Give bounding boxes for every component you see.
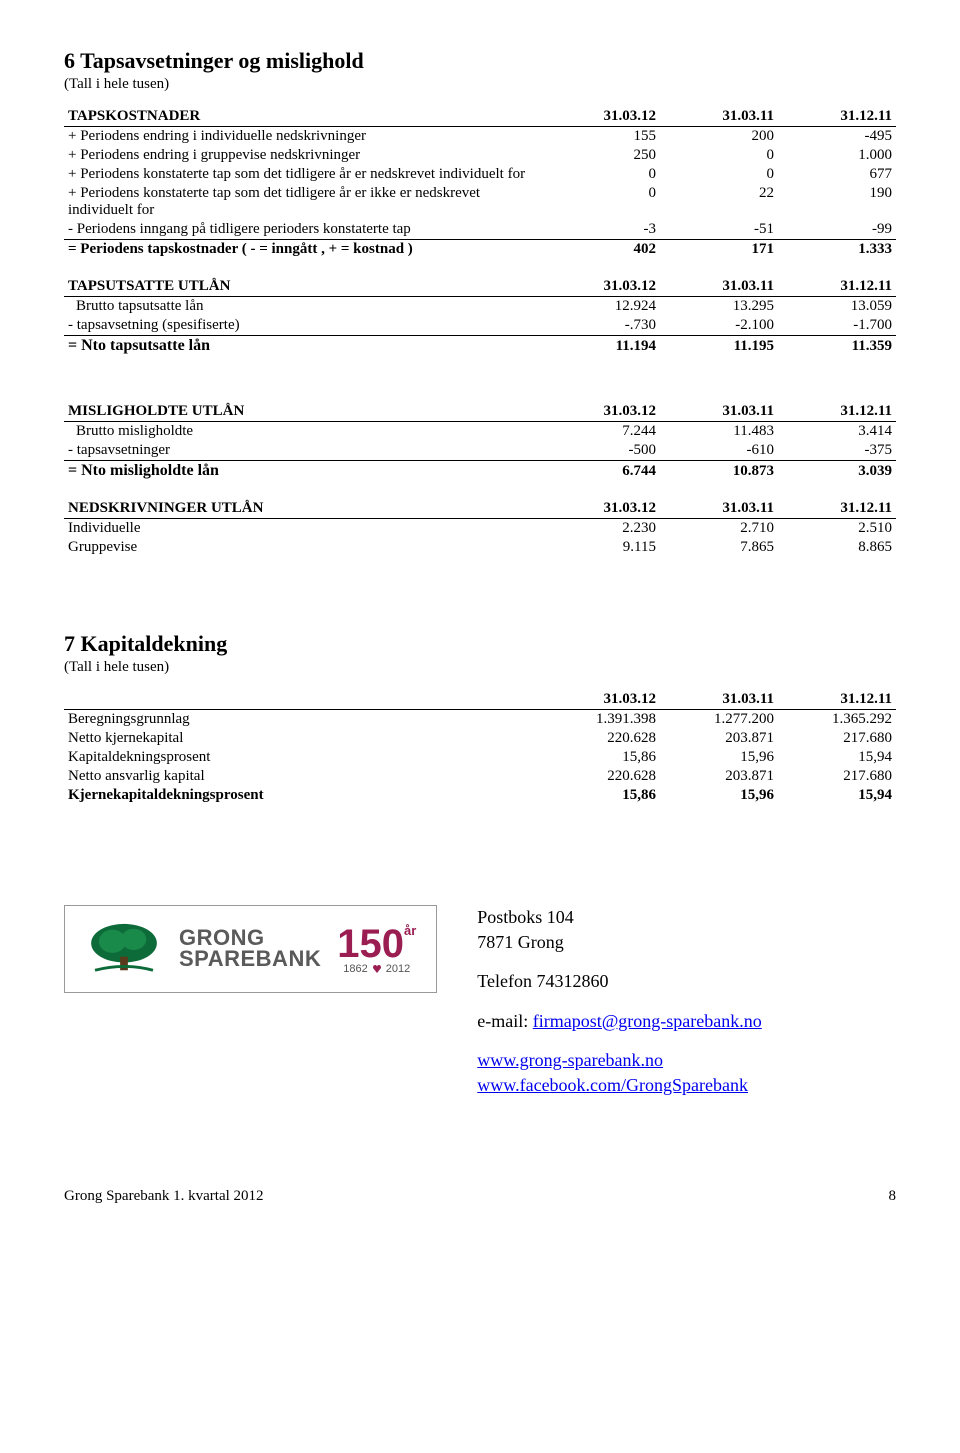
contact-block: Postboks 104 7871 Grong Telefon 74312860… — [477, 905, 762, 1098]
col-header: 31.03.12 — [542, 499, 660, 519]
col-header: NEDSKRIVNINGER UTLÅN — [64, 499, 542, 519]
col-header: 31.12.11 — [778, 499, 896, 519]
address-line: Postboks 104 — [477, 905, 762, 930]
table-row: Brutto tapsutsatte lån12.92413.29513.059 — [64, 297, 896, 317]
table-row: + Periodens endring i gruppevise nedskri… — [64, 146, 896, 165]
total-row: = Nto misligholdte lån6.74410.8733.039 — [64, 461, 896, 482]
col-header: 31.03.12 — [542, 107, 660, 127]
section-7-sub: (Tall i hele tusen) — [64, 659, 896, 676]
section-6-title: 6 Tapsavsetninger og mislighold — [64, 48, 896, 74]
heart-icon — [372, 964, 382, 974]
table-row: Netto ansvarlig kapital220.628203.871217… — [64, 767, 896, 786]
table-row: + Periodens konstaterte tap som det tidl… — [64, 184, 896, 220]
page-footer: Grong Sparebank 1. kvartal 2012 8 — [64, 1188, 896, 1205]
page-number: 8 — [889, 1188, 897, 1205]
misligholdte-table: MISLIGHOLDTE UTLÅN 31.03.12 31.03.11 31.… — [64, 402, 896, 481]
table-row: + Periodens endring i individuelle nedsk… — [64, 127, 896, 147]
col-header: TAPSUTSATTE UTLÅN — [64, 277, 542, 297]
nedskrivninger-table: NEDSKRIVNINGER UTLÅN 31.03.12 31.03.11 3… — [64, 499, 896, 557]
table-row: - tapsavsetning (spesifiserte)-.730-2.10… — [64, 316, 896, 336]
table-row: Netto kjernekapital220.628203.871217.680 — [64, 729, 896, 748]
col-header: 31.03.11 — [660, 107, 778, 127]
table-row: Gruppevise9.1157.8658.865 — [64, 538, 896, 557]
section-6-sub: (Tall i hele tusen) — [64, 76, 896, 93]
col-header: 31.03.12 — [542, 277, 660, 297]
section-7-title: 7 Kapitaldekning — [64, 631, 896, 657]
address-line: 7871 Grong — [477, 930, 762, 955]
table-row: Beregningsgrunnlag1.391.3981.277.2001.36… — [64, 710, 896, 730]
logo-text: GRONG SPAREBANK — [179, 928, 321, 970]
table-row: + Periodens konstaterte tap som det tidl… — [64, 165, 896, 184]
col-header: 31.03.11 — [660, 690, 778, 710]
col-header: MISLIGHOLDTE UTLÅN — [64, 402, 542, 422]
col-header: 31.03.11 — [660, 402, 778, 422]
col-header: 31.03.11 — [660, 277, 778, 297]
tapskostnader-table: TAPSKOSTNADER 31.03.12 31.03.11 31.12.11… — [64, 107, 896, 259]
table-row: Kapitaldekningsprosent15,8615,9615,94 — [64, 748, 896, 767]
total-row: = Nto tapsutsatte lån11.19411.19511.359 — [64, 336, 896, 357]
email-line: e-mail: firmapost@grong-sparebank.no — [477, 1009, 762, 1034]
table-row: Individuelle2.2302.7102.510 — [64, 519, 896, 539]
kapitaldekning-table: 31.03.12 31.03.11 31.12.11 Beregningsgru… — [64, 690, 896, 805]
col-header — [64, 690, 542, 710]
table-row: Brutto misligholdte7.24411.4833.414 — [64, 422, 896, 442]
col-header: 31.12.11 — [778, 277, 896, 297]
bank-logo: GRONG SPAREBANK 150år 1862 2012 — [64, 905, 437, 993]
col-header: 31.12.11 — [778, 107, 896, 127]
anniversary-badge: 150år 1862 2012 — [337, 924, 416, 975]
total-row: = Periodens tapskostnader ( - = inngått … — [64, 240, 896, 260]
col-header: 31.03.12 — [542, 690, 660, 710]
col-header: 31.12.11 — [778, 402, 896, 422]
table-row: - Periodens inngang på tidligere periode… — [64, 220, 896, 240]
col-header: 31.03.11 — [660, 499, 778, 519]
col-header: 31.12.11 — [778, 690, 896, 710]
table-row: Kjernekapitaldekningsprosent15,8615,9615… — [64, 786, 896, 805]
facebook-link[interactable]: www.facebook.com/GrongSparebank — [477, 1075, 748, 1095]
table-row: - tapsavsetninger-500-610-375 — [64, 441, 896, 461]
col-header: TAPSKOSTNADER — [64, 107, 542, 127]
tree-icon — [85, 920, 163, 978]
website-link[interactable]: www.grong-sparebank.no — [477, 1050, 663, 1070]
telephone: Telefon 74312860 — [477, 969, 762, 994]
col-header: 31.03.12 — [542, 402, 660, 422]
footer-left: Grong Sparebank 1. kvartal 2012 — [64, 1188, 264, 1205]
email-link[interactable]: firmapost@grong-sparebank.no — [533, 1011, 762, 1031]
tapsutsatte-table: TAPSUTSATTE UTLÅN 31.03.12 31.03.11 31.1… — [64, 277, 896, 356]
logo-contact-row: GRONG SPAREBANK 150år 1862 2012 Postboks… — [64, 905, 896, 1098]
